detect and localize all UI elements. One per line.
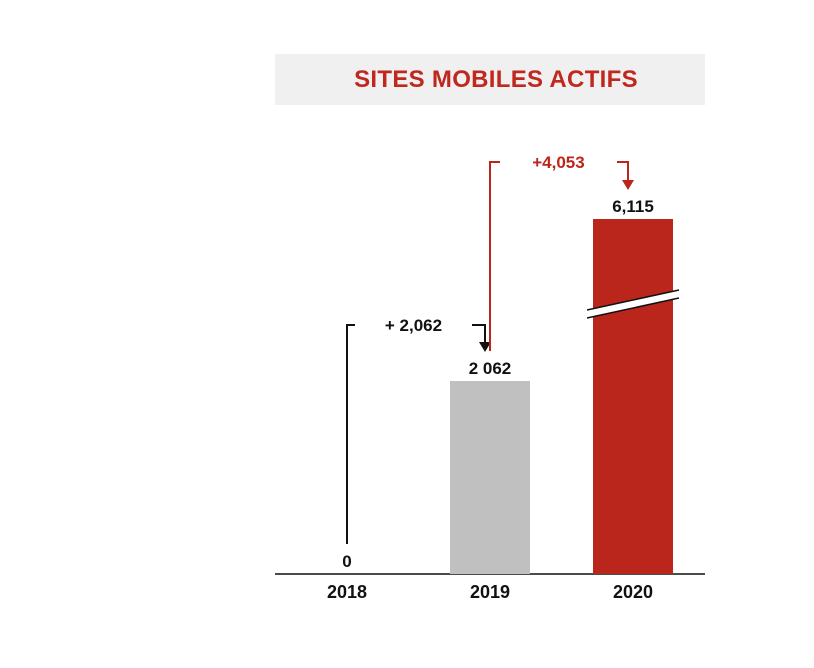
axis-break-line-lower: [586, 297, 680, 319]
axis-break-layer: [586, 289, 680, 319]
bracket-left-path: [489, 161, 500, 351]
bar-2019: [450, 381, 530, 574]
delta-label-2: +4,053: [532, 153, 584, 172]
chart-title: SITES MOBILES ACTIFS: [354, 65, 638, 93]
delta-bracket-1: + 2,062: [346, 316, 491, 544]
tick-labels-layer: 2018 2019 2020: [327, 582, 653, 602]
bracket-left-path: [346, 324, 355, 544]
arrow-down-icon: [479, 342, 491, 352]
tick-label-2019: 2019: [470, 582, 510, 602]
bars-layer: [450, 219, 673, 574]
delta-label-1: + 2,062: [385, 316, 442, 335]
value-label-2020: 6,115: [612, 197, 654, 216]
bracket-right-path: [617, 161, 629, 181]
chart-title-box: SITES MOBILES ACTIFS: [275, 54, 705, 105]
bar-2020: [593, 219, 673, 574]
tick-label-2020: 2020: [613, 582, 653, 602]
bracket-right-path: [472, 324, 486, 343]
delta-bracket-2: +4,053: [489, 153, 634, 351]
value-label-2019: 2 062: [469, 359, 512, 378]
tick-label-2018: 2018: [327, 582, 367, 602]
delta-brackets-layer: + 2,062 +4,053: [346, 153, 634, 544]
axis-break-gap: [587, 290, 679, 318]
axis-break-line-upper: [586, 289, 680, 311]
value-label-2018: 0: [342, 552, 351, 571]
value-labels-layer: 0 2 062 6,115: [342, 197, 654, 571]
arrow-down-icon: [622, 180, 634, 190]
